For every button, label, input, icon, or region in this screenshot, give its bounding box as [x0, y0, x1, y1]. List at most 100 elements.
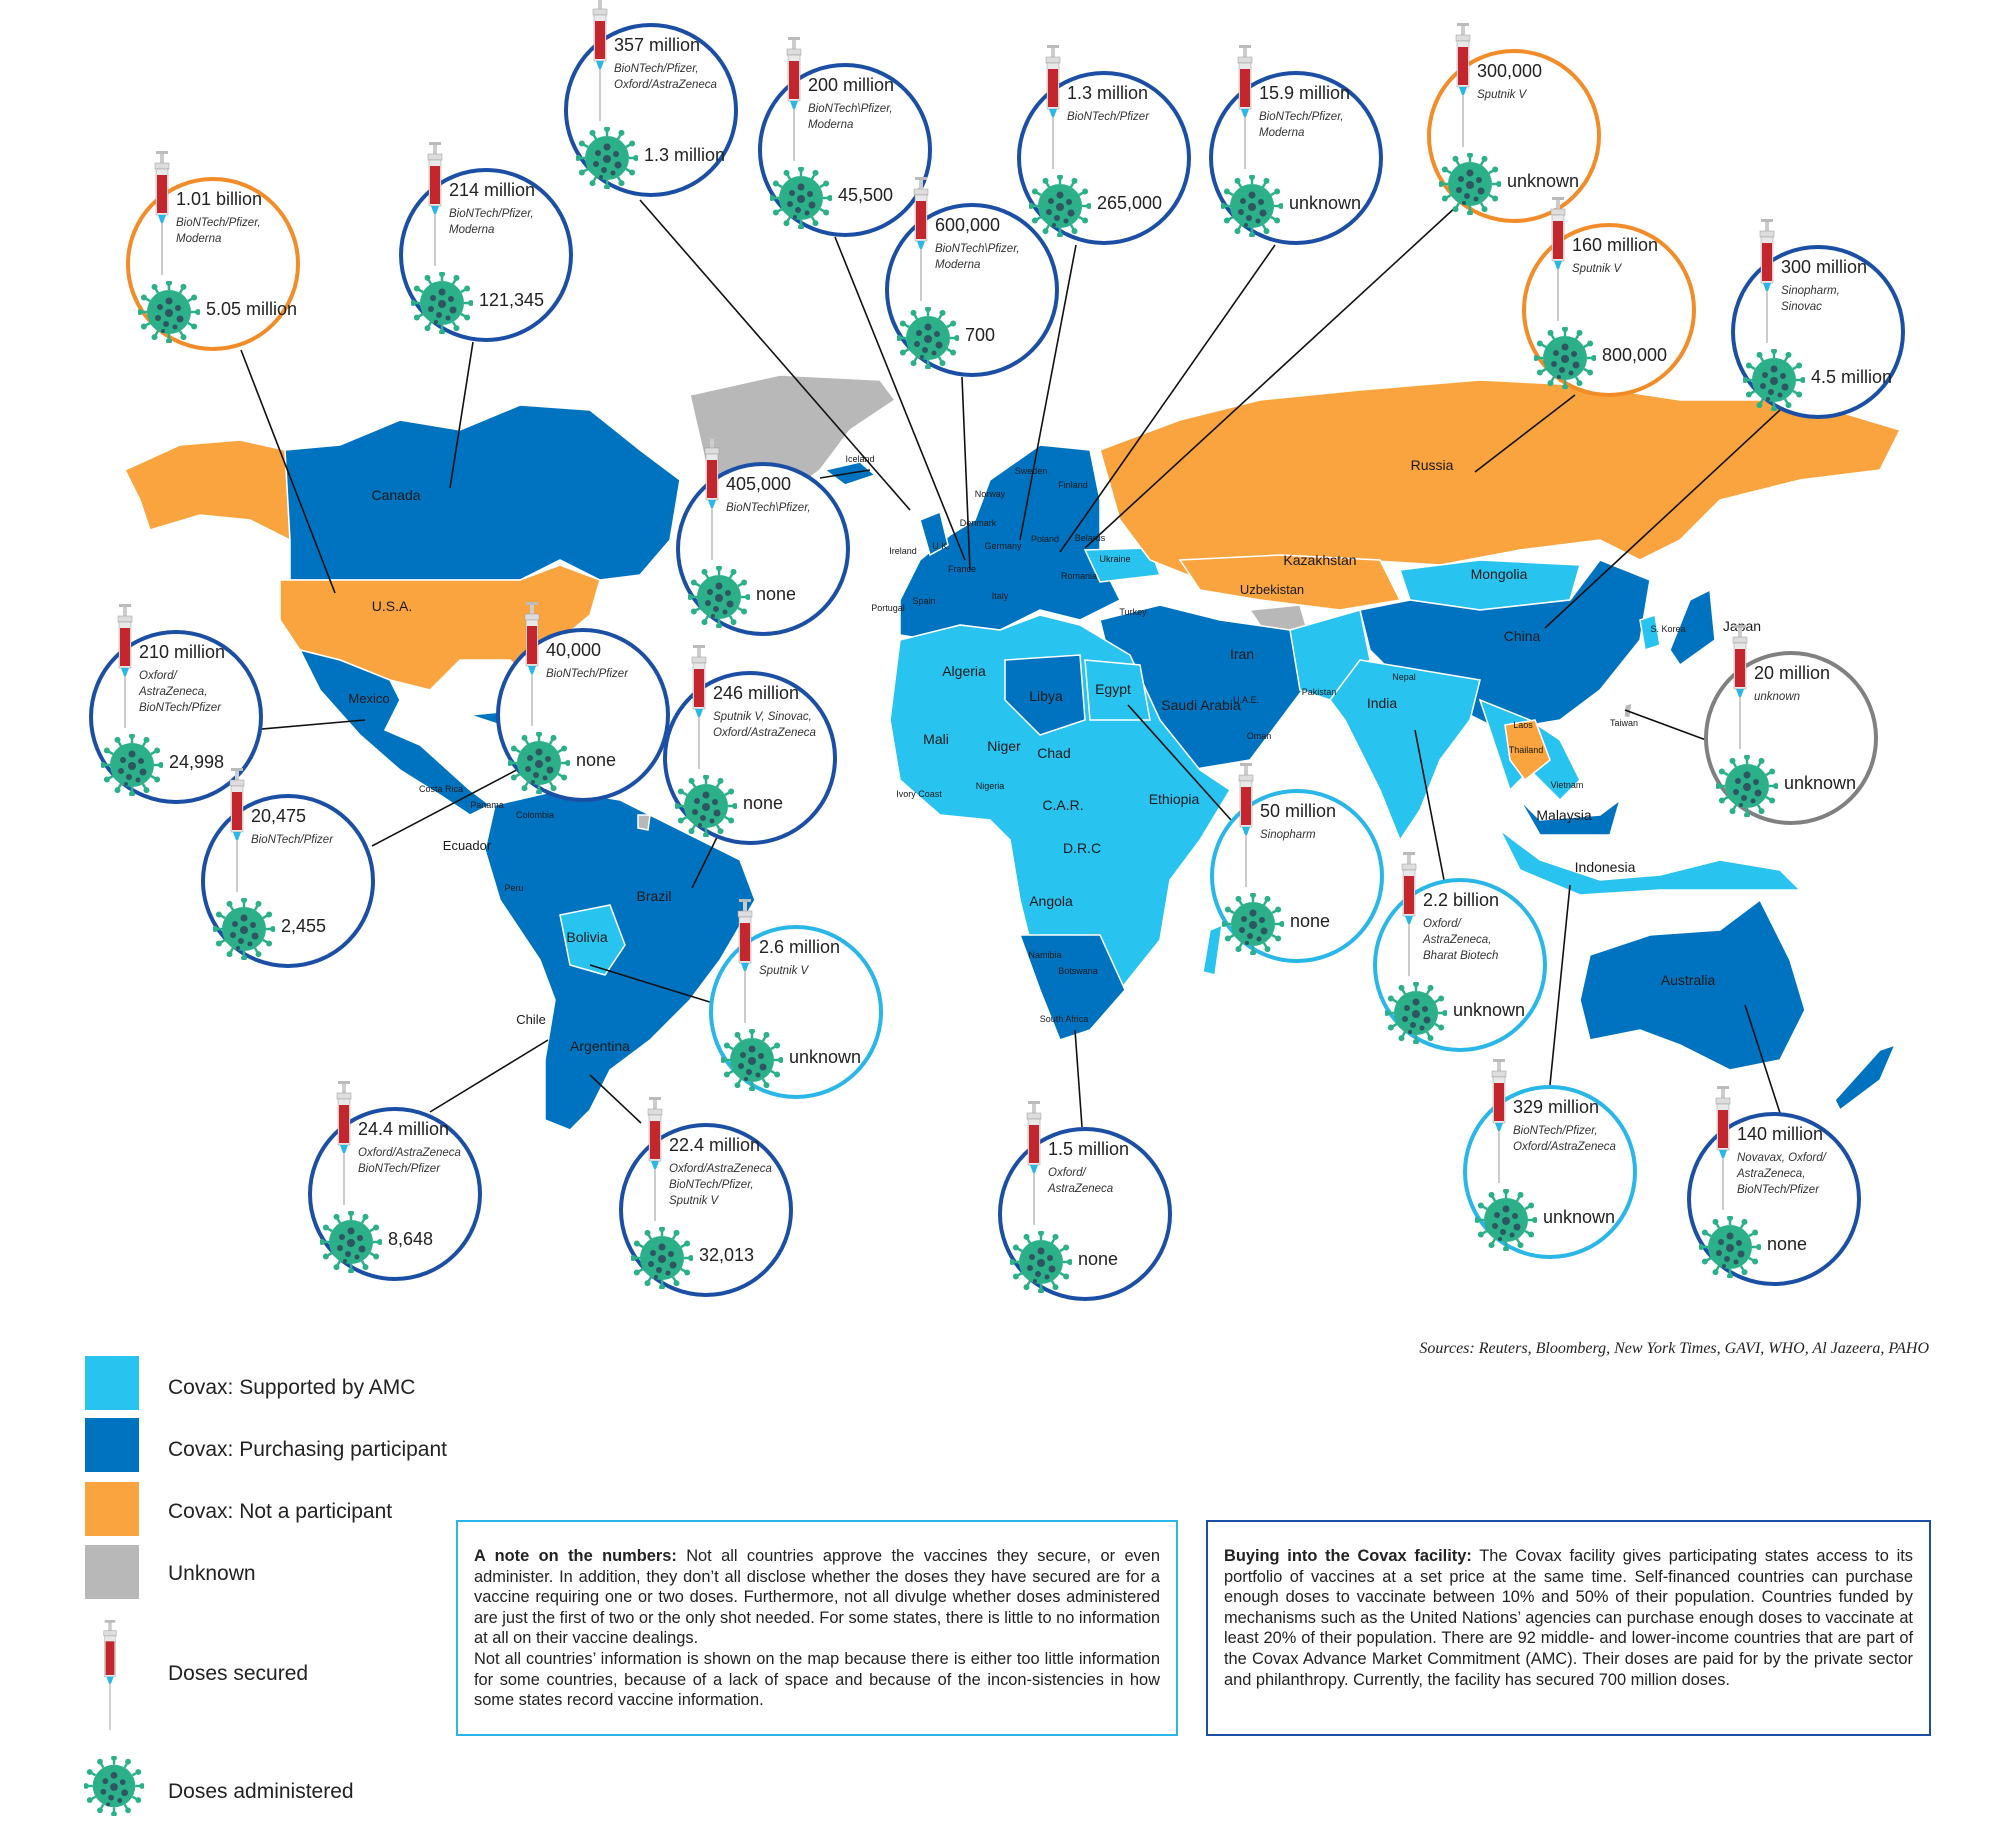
country-label: India: [1367, 695, 1398, 711]
doses-secured: 22.4 million: [669, 1135, 761, 1155]
leader-line: [249, 719, 366, 731]
doses-secured: 20 million: [1754, 663, 1831, 683]
country-label: Iceland: [845, 454, 874, 464]
covax-facility-body: The Covax facility gives participating s…: [1224, 1547, 1913, 1689]
vaccine-names: BioNTech/Pfizer, Moderna: [176, 217, 261, 245]
country-label: Italy: [992, 591, 1009, 601]
country-callout: 214 million BioNTech/Pfizer, Moderna 121…: [399, 142, 573, 342]
syringe-icon: [1399, 852, 1419, 976]
legend-label-not-participant: Covax: Not a participant: [168, 1500, 393, 1523]
doses-secured: 300 million: [1781, 257, 1868, 277]
country-label: Angola: [1029, 893, 1073, 909]
doses-administered: unknown: [1453, 1000, 1526, 1020]
country-label: Iran: [1230, 646, 1254, 662]
virus-icon: [1221, 892, 1285, 956]
country-label: Algeria: [942, 663, 986, 679]
doses-secured: 246 million: [713, 683, 800, 703]
note-on-numbers-box: A note on the numbers: Not all countries…: [456, 1520, 1178, 1736]
syringe-icon: [334, 1081, 354, 1205]
leader-line: [819, 469, 871, 479]
country-label: Nigeria: [976, 781, 1005, 791]
leader-line: [1084, 204, 1459, 549]
country-callout: 405,000 BioNTech\Pfizer, none: [676, 436, 850, 636]
country-label: Canada: [371, 487, 420, 503]
vaccine-names: Sputnik V: [1477, 89, 1527, 101]
sources-text: Sources: Reuters, Bloomberg, New York Ti…: [1419, 1340, 1929, 1357]
leader-line: [1074, 1029, 1083, 1128]
doses-administered: 8,648: [388, 1229, 434, 1249]
doses-administered: 2,455: [281, 916, 327, 936]
region-thailand-laos: [1504, 719, 1551, 782]
country-label: Vietnam: [1551, 780, 1584, 790]
country-callout: 210 million Oxford/ AstraZeneca, BioNTec…: [89, 604, 263, 804]
region-canada: [284, 404, 681, 581]
country-label: Nepal: [1392, 672, 1416, 682]
legend-swatch-not-participant: [85, 1482, 139, 1536]
syringe-icon: [1489, 1059, 1509, 1183]
country-label: Romania: [1061, 571, 1097, 581]
virus-icon: [674, 774, 738, 838]
doses-secured: 1.5 million: [1048, 1139, 1130, 1159]
region-bolivia: [559, 904, 626, 976]
doses-secured: 1.01 billion: [176, 189, 263, 209]
country-callout: 20,475 BioNTech/Pfizer 2,455: [201, 768, 375, 968]
country-label: Ivory Coast: [896, 789, 942, 799]
doses-secured: 160 million: [1572, 235, 1659, 255]
country-label: D.R.C: [1063, 840, 1101, 856]
region-australia: [1579, 898, 1806, 1071]
country-label: China: [1504, 628, 1541, 644]
region-uk: [919, 510, 949, 557]
vaccine-names: BioNTech/Pfizer: [1067, 111, 1150, 123]
vaccine-names: BioNTech/Pfizer, Oxford/AstraZeneca: [1513, 1125, 1616, 1153]
country-label: France: [948, 564, 976, 574]
region-alaska: [123, 439, 291, 542]
country-label: Finland: [1058, 480, 1088, 490]
leader-line: [1474, 394, 1576, 473]
leader-line: [1624, 709, 1707, 741]
country-label: Oman: [1247, 731, 1272, 741]
region-madagascar: [1202, 923, 1223, 976]
syringe-icon: [98, 1620, 122, 1730]
note-numbers-body-2: Not all countries’ information is shown …: [474, 1649, 1160, 1710]
country-callout: 20 million unknown unknown: [1704, 625, 1878, 825]
country-label: Argentina: [570, 1038, 630, 1054]
syringe-icon: [784, 37, 804, 161]
leader-line: [1549, 884, 1571, 1086]
doses-administered: unknown: [1507, 171, 1580, 191]
region-egypt: [1084, 659, 1151, 721]
doses-administered: 5.05 million: [206, 299, 298, 319]
leader-line: [1127, 704, 1232, 821]
doses-administered: 45,500: [838, 185, 894, 205]
doses-administered: none: [1767, 1234, 1808, 1254]
vaccine-names: Oxford/AstraZeneca BioNTech/Pfizer: [358, 1147, 461, 1175]
country-label: Malaysia: [1536, 807, 1591, 823]
virus-icon: [1698, 1215, 1762, 1279]
vaccine-names: unknown: [1754, 691, 1801, 703]
country-label: Thailand: [1509, 745, 1544, 755]
note-numbers-body: Not all countries approve the vaccines t…: [474, 1547, 1161, 1648]
doses-secured: 329 million: [1513, 1097, 1600, 1117]
legend-label-purchasing: Covax: Purchasing participant: [168, 1438, 447, 1461]
leader-line: [449, 341, 474, 489]
vaccine-names: BioNTech/Pfizer, Oxford/AstraZeneca: [614, 63, 717, 91]
country-label: Panama: [470, 800, 504, 810]
syringe-icon: [1236, 763, 1256, 887]
vaccine-names: BioNTech\Pfizer, Moderna: [935, 243, 1020, 271]
doses-administered: none: [576, 750, 617, 770]
leader-line: [1059, 244, 1276, 553]
country-callout: 160 million Sputnik V 800,000: [1522, 197, 1696, 397]
doses-secured: 40,000: [546, 640, 602, 660]
region-indonesia: [1499, 829, 1802, 896]
vaccine-names: BioNTech/Pfizer, Moderna: [449, 208, 534, 236]
country-label: Libya: [1029, 688, 1063, 704]
country-label: Ethiopia: [1149, 791, 1200, 807]
region-southern-africa: [1018, 934, 1126, 1041]
country-label: U.A.E.: [1233, 695, 1259, 705]
syringe-icon: [590, 0, 610, 121]
virus-icon: [1533, 326, 1597, 390]
syringe-icon: [115, 604, 135, 728]
country-callout: 329 million BioNTech/Pfizer, Oxford/Astr…: [1463, 1059, 1637, 1259]
doses-secured: 300,000: [1477, 61, 1543, 81]
doses-secured: 1.3 million: [1067, 83, 1149, 103]
country-label: Chile: [516, 1012, 546, 1027]
